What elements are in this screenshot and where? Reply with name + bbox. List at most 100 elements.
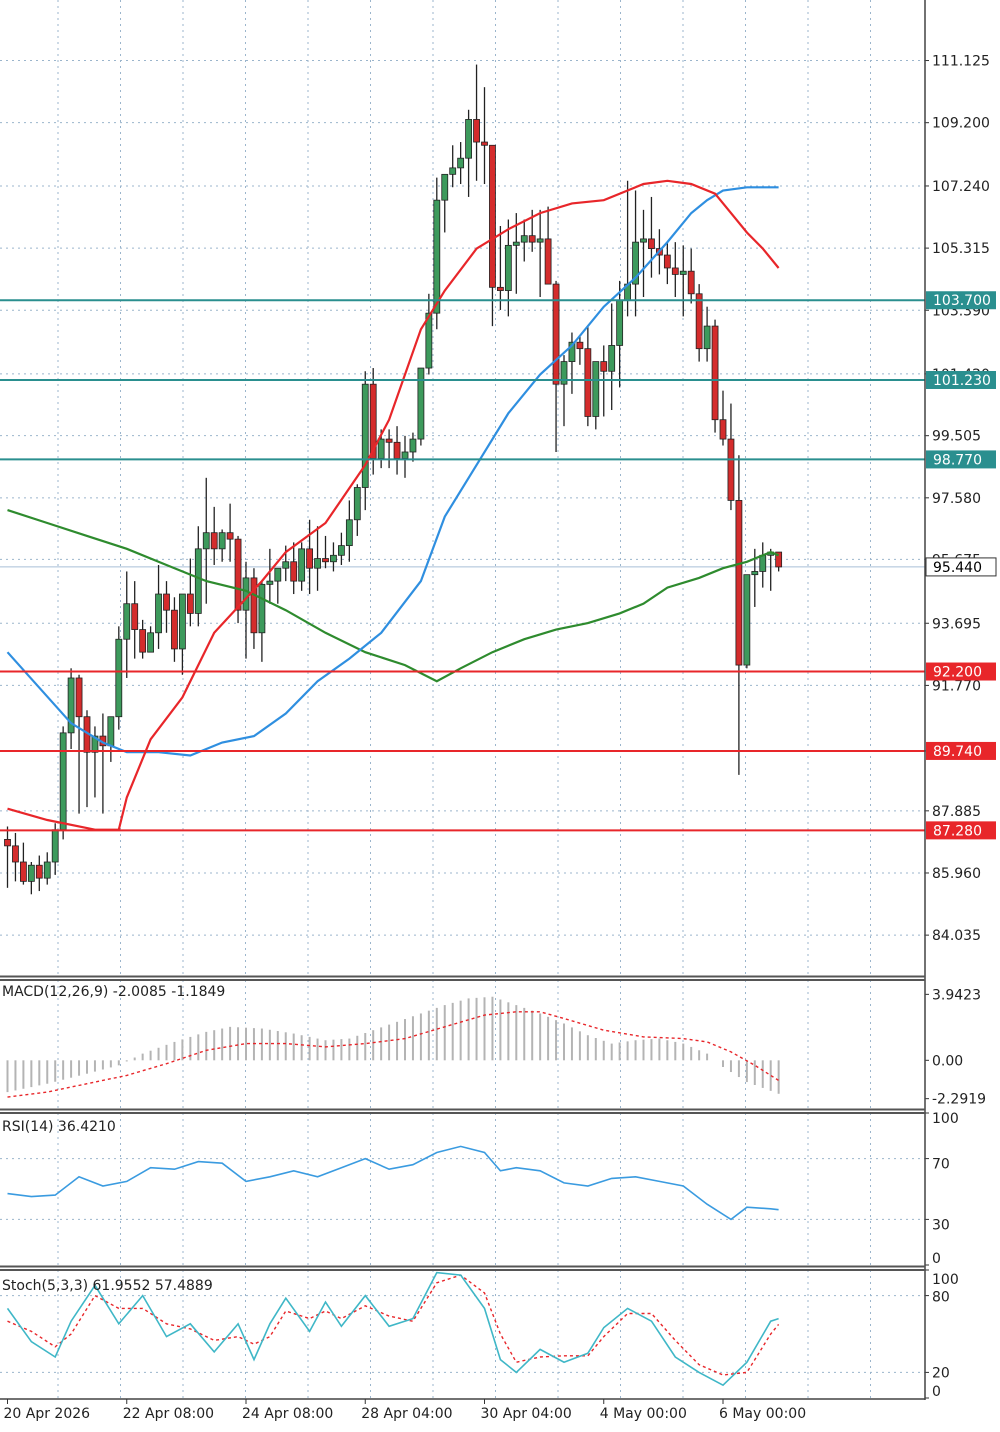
bearish-candle[interactable] [552, 283, 560, 385]
bearish-candle[interactable] [306, 548, 314, 569]
bullish-candle[interactable] [703, 325, 711, 350]
price-panel[interactable]: 111.125109.200107.240105.315103.390101.4… [0, 54, 997, 945]
bullish-candle[interactable] [465, 119, 473, 159]
bearish-candle[interactable] [163, 593, 170, 611]
bullish-candle[interactable] [417, 367, 425, 440]
bullish-candle[interactable] [616, 299, 624, 346]
bearish-candle[interactable] [473, 119, 480, 143]
stochastic-panel[interactable]: 100 80 20 0 Stoch(5,3,3) 61.9552 57.4889 [0, 1269, 959, 1400]
macd-axis-tick-label: -2.2919 [932, 1092, 986, 1108]
bullish-candle[interactable] [441, 173, 449, 201]
bullish-candle[interactable] [449, 167, 457, 175]
bullish-candle[interactable] [536, 238, 544, 243]
bullish-candle[interactable] [520, 235, 528, 243]
bearish-candle[interactable] [385, 438, 393, 443]
bearish-candle[interactable] [528, 235, 536, 243]
bullish-candle[interactable] [43, 861, 51, 879]
bullish-candle[interactable] [632, 241, 639, 285]
bullish-candle[interactable] [178, 593, 186, 650]
bearish-candle[interactable] [186, 593, 194, 614]
bearish-candle[interactable] [719, 419, 727, 440]
bearish-candle[interactable] [481, 141, 488, 146]
bullish-candle[interactable] [266, 580, 274, 585]
bearish-candle[interactable] [687, 270, 695, 295]
bearish-candle[interactable] [234, 538, 242, 611]
bullish-candle[interactable] [401, 451, 409, 459]
bearish-candle[interactable] [131, 603, 139, 630]
bearish-candle[interactable] [727, 438, 735, 501]
bearish-candle[interactable] [711, 325, 719, 421]
bearish-candle[interactable] [576, 341, 584, 350]
bearish-candle[interactable] [4, 839, 11, 847]
bullish-candle[interactable] [361, 383, 369, 488]
macd-panel[interactable]: 3.9423 0.00 -2.2919 MACD(12,26,9) -2.0085 -… [2, 984, 986, 1108]
bearish-candle[interactable] [544, 238, 552, 285]
bullish-candle[interactable] [51, 829, 59, 863]
bullish-candle[interactable] [218, 532, 226, 550]
bullish-candle[interactable] [274, 567, 282, 582]
bearish-candle[interactable] [584, 348, 592, 417]
bullish-candle[interactable] [743, 574, 751, 666]
bullish-candle[interactable] [353, 487, 361, 521]
bearish-candle[interactable] [322, 558, 329, 563]
bullish-candle[interactable] [67, 677, 75, 734]
bearish-candle[interactable] [735, 500, 743, 666]
bullish-candle[interactable] [115, 638, 123, 718]
bullish-candle[interactable] [194, 548, 202, 614]
bearish-candle[interactable] [775, 551, 783, 568]
bullish-candle[interactable] [27, 864, 35, 882]
bullish-candle[interactable] [377, 438, 385, 459]
bullish-candle[interactable] [608, 345, 616, 372]
bearish-candle[interactable] [139, 629, 147, 653]
bearish-candle[interactable] [671, 267, 679, 275]
bullish-candle[interactable] [512, 241, 520, 246]
bullish-candle[interactable] [425, 312, 433, 369]
bullish-candle[interactable] [107, 716, 115, 747]
bearish-candle[interactable] [663, 254, 671, 269]
bullish-candle[interactable] [314, 558, 321, 569]
bearish-candle[interactable] [496, 286, 504, 291]
bullish-candle[interactable] [147, 632, 155, 653]
bearish-candle[interactable] [393, 441, 401, 459]
bullish-candle[interactable] [592, 361, 600, 417]
bullish-candle[interactable] [679, 270, 687, 275]
bullish-candle[interactable] [433, 199, 441, 314]
bullish-candle[interactable] [242, 577, 250, 611]
rsi-panel[interactable]: 100 70 30 0 RSI(14) 36.4210 [0, 1111, 959, 1267]
bullish-candle[interactable] [298, 548, 306, 582]
bullish-candle[interactable] [640, 238, 647, 243]
time-axis-label: 20 Apr 2026 [4, 1406, 91, 1422]
bullish-candle[interactable] [457, 157, 465, 169]
bullish-candle[interactable] [568, 341, 576, 362]
bullish-candle[interactable] [504, 244, 512, 291]
bearish-candle[interactable] [489, 144, 496, 288]
bearish-candle[interactable] [171, 609, 178, 650]
bullish-candle[interactable] [330, 554, 337, 563]
bearish-candle[interactable] [12, 845, 19, 863]
bullish-candle[interactable] [560, 361, 568, 385]
bullish-candle[interactable] [123, 603, 131, 640]
bullish-candle[interactable] [91, 735, 99, 753]
bearish-candle[interactable] [35, 864, 43, 879]
bearish-candle[interactable] [695, 293, 703, 350]
bearish-candle[interactable] [19, 861, 27, 882]
bearish-candle[interactable] [210, 532, 218, 550]
bullish-candle[interactable] [202, 532, 210, 550]
bullish-candle[interactable] [337, 545, 345, 556]
bullish-candle[interactable] [59, 732, 67, 831]
bearish-candle[interactable] [600, 361, 608, 372]
bearish-candle[interactable] [250, 577, 258, 634]
bearish-candle[interactable] [75, 677, 83, 718]
bearish-candle[interactable] [226, 532, 234, 540]
bullish-candle[interactable] [759, 554, 767, 572]
bullish-candle[interactable] [345, 519, 353, 547]
bullish-candle[interactable] [751, 571, 759, 576]
bearish-candle[interactable] [648, 238, 655, 249]
bullish-candle[interactable] [282, 561, 290, 569]
bearish-candle[interactable] [290, 561, 298, 582]
bullish-candle[interactable] [409, 438, 417, 453]
bullish-candle[interactable] [155, 593, 162, 634]
bullish-candle[interactable] [258, 583, 266, 634]
